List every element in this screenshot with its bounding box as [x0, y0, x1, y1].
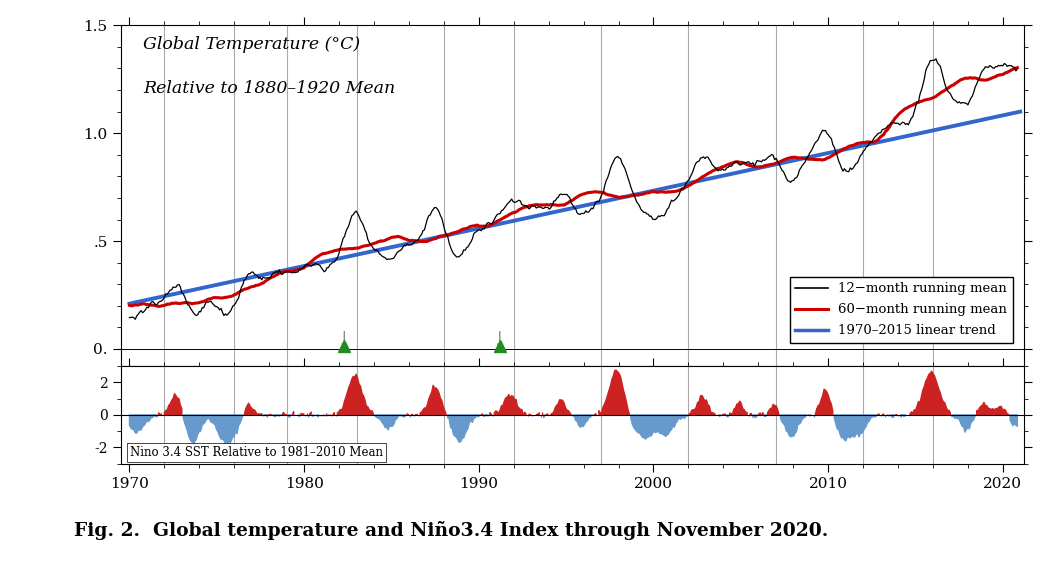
Text: Fig. 2.  Global temperature and Niño3.4 Index through November 2020.: Fig. 2. Global temperature and Niño3.4 I… — [74, 520, 827, 540]
Text: Global Temperature (°C): Global Temperature (°C) — [143, 35, 360, 52]
Text: Nino 3.4 SST Relative to 1981–2010 Mean: Nino 3.4 SST Relative to 1981–2010 Mean — [130, 446, 383, 459]
Legend: 12−month running mean, 60−month running mean, 1970–2015 linear trend: 12−month running mean, 60−month running … — [790, 277, 1012, 343]
Text: Relative to 1880–1920 Mean: Relative to 1880–1920 Mean — [143, 80, 396, 97]
